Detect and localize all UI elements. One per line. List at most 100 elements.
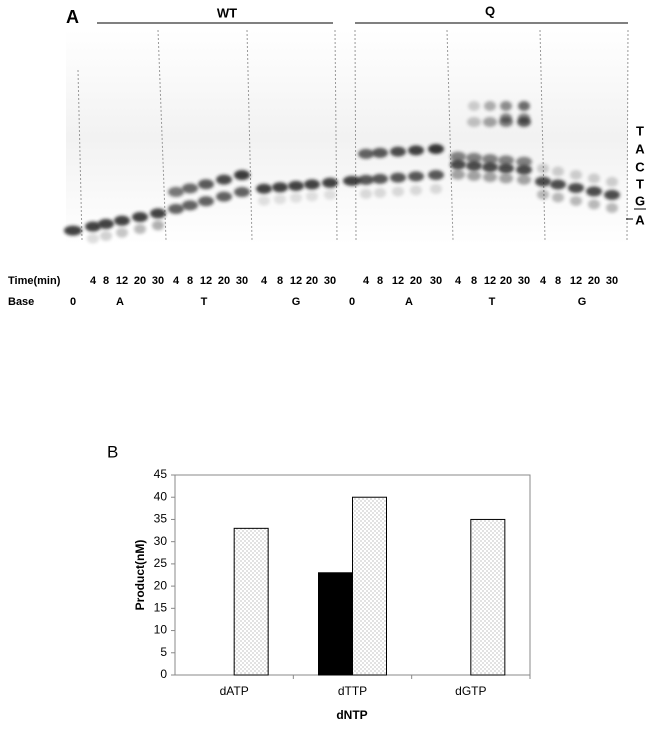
gel-band <box>450 159 466 170</box>
gel-band <box>182 200 198 211</box>
gel-band <box>116 227 128 238</box>
time-label: 12 <box>570 275 582 287</box>
time-label: 30 <box>152 275 164 287</box>
time-label: 8 <box>555 275 561 287</box>
gel-band <box>216 174 232 185</box>
gel-band <box>306 191 318 202</box>
y-tick-label: 5 <box>160 645 167 659</box>
gel-band <box>392 186 404 197</box>
time-label: 30 <box>518 275 530 287</box>
gel-band <box>168 186 184 197</box>
gel-band <box>451 169 465 180</box>
y-tick-label: 10 <box>154 623 168 637</box>
gel-band <box>483 117 497 127</box>
gel-band <box>552 166 564 177</box>
time-label: 30 <box>236 275 248 287</box>
base-label: T <box>489 296 496 308</box>
gel-band <box>552 192 564 203</box>
time-label: 4 <box>363 275 370 287</box>
gel-band <box>290 192 302 203</box>
gel-band <box>198 179 214 190</box>
gel-band <box>408 145 424 156</box>
gel-band <box>87 233 99 244</box>
panel-label: A <box>66 7 79 27</box>
time-label: 12 <box>116 275 128 287</box>
bar <box>233 527 269 676</box>
panel-a: A WT Q Time(min) Base 4 8 12 20 30 4 8 12 20 30 4 8… <box>8 3 646 308</box>
gel-band <box>518 113 530 123</box>
gel-band <box>500 113 512 123</box>
gel-band <box>466 152 482 163</box>
y-tick-label: 35 <box>154 512 168 526</box>
time-label: 4 <box>90 275 97 287</box>
time-label: 30 <box>430 275 442 287</box>
base-label: A <box>405 296 413 308</box>
gel-band <box>537 163 549 174</box>
base-label: G <box>578 296 587 308</box>
gel-image <box>64 29 629 245</box>
gel-band <box>410 185 422 196</box>
gel-band <box>408 171 424 182</box>
gel-band <box>216 191 232 202</box>
gel-band <box>483 172 497 183</box>
sequence-letter: G <box>635 193 645 208</box>
gel-band <box>132 212 148 223</box>
y-tick-label: 15 <box>154 601 168 615</box>
gel-band <box>234 187 250 198</box>
gel-band <box>606 176 618 187</box>
gel-band <box>568 182 584 193</box>
gel-band <box>272 182 288 193</box>
gel-band <box>516 156 532 167</box>
gel-band <box>100 230 112 241</box>
bar <box>318 572 353 676</box>
time-label: 8 <box>471 275 477 287</box>
time-label: 20 <box>306 275 318 287</box>
gel-band <box>604 189 620 200</box>
time-label: 20 <box>500 275 512 287</box>
time-label: 12 <box>484 275 496 287</box>
gel-band <box>390 146 406 157</box>
gel-band <box>468 101 480 111</box>
gel-band <box>570 195 582 206</box>
base-label: 0 <box>349 296 355 308</box>
gel-band <box>114 215 130 226</box>
sequence-letter: C <box>635 159 645 174</box>
lane-divider <box>446 29 454 241</box>
gel-band <box>98 218 114 229</box>
gel-band <box>570 169 582 180</box>
time-label: 20 <box>134 275 146 287</box>
gel-band <box>372 147 388 158</box>
y-tick-label: 30 <box>154 534 168 548</box>
gel-band <box>390 172 406 183</box>
gel-band <box>134 224 146 235</box>
y-axis-title: Product(nM) <box>133 540 147 611</box>
base-label: T <box>201 296 208 308</box>
time-label: 20 <box>588 275 600 287</box>
time-label: 4 <box>540 275 547 287</box>
gel-band <box>518 101 530 111</box>
gel-band <box>428 169 444 180</box>
x-tick-label: dTTP <box>338 684 367 698</box>
gel-band <box>64 225 82 236</box>
panel-label: B <box>107 442 118 461</box>
gel-band <box>343 175 361 186</box>
time-label: 20 <box>410 275 422 287</box>
time-label: 12 <box>290 275 302 287</box>
gel-band <box>450 151 466 162</box>
gel-band <box>535 176 551 187</box>
gel-band <box>537 189 549 200</box>
y-tick-label: 0 <box>160 667 167 681</box>
gel-band <box>498 163 514 174</box>
gel-band <box>430 183 442 194</box>
gel-band <box>467 170 481 181</box>
x-axis-title: dNTP <box>336 708 367 722</box>
time-label: 4 <box>173 275 180 287</box>
lane-divider <box>334 29 338 241</box>
lane-divider <box>354 29 357 241</box>
time-label: 30 <box>606 275 618 287</box>
lane-divider <box>77 69 83 241</box>
gel-band <box>517 174 531 185</box>
time-label: 30 <box>324 275 336 287</box>
